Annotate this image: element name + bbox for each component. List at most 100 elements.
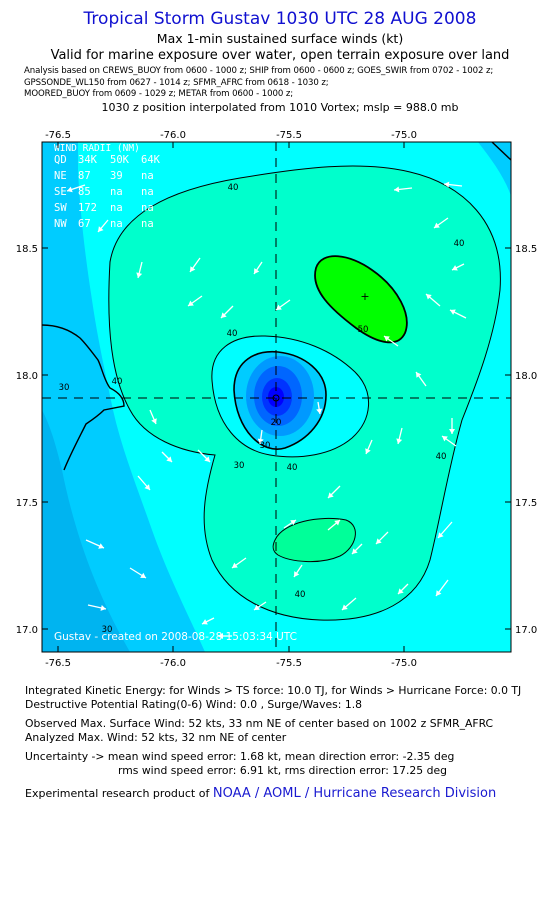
wind-radii-cell: SE bbox=[54, 186, 67, 198]
lat-label-left: 17.5 bbox=[16, 498, 38, 509]
contour-label: 40 bbox=[295, 590, 306, 600]
wind-vector bbox=[375, 531, 389, 545]
wind-vector bbox=[129, 567, 147, 579]
wind-region-weak-ne bbox=[478, 142, 511, 196]
dpr-line: Destructive Potential Rating(0-6) Wind: … bbox=[25, 698, 363, 711]
wind-vector bbox=[351, 543, 363, 555]
coastline bbox=[42, 324, 125, 471]
uncertainty-line-1: Uncertainty -> mean wind speed error: 1.… bbox=[25, 750, 455, 763]
wind-vector bbox=[149, 409, 157, 425]
wind-radii-cell: na bbox=[110, 186, 123, 198]
contour-label: 40 bbox=[228, 183, 239, 193]
contour-label: 20 bbox=[271, 418, 282, 428]
map-subtitle: Max 1-min sustained surface winds (kt) bbox=[156, 31, 404, 46]
wind-radii-cell: na bbox=[141, 170, 154, 182]
map-axes: -76.5 -76.5 -76.0 -76.0 -75.5 -75.5 -75.0 -75.0… bbox=[16, 130, 538, 669]
contour-label: 40 bbox=[454, 239, 465, 249]
lon-label-top: -76.5 bbox=[45, 130, 71, 141]
wind-radii-table: WIND RADII (NM) QD 34K 50K 64K NE 87 39 na SE 85 n… bbox=[54, 143, 161, 230]
wind-radii-column: 50K bbox=[110, 154, 130, 166]
analysis-sources-line-3: MOORED_BUOY from 0609 - 1029 z; METAR fr… bbox=[24, 89, 294, 99]
lat-label-right: 18.0 bbox=[515, 371, 537, 382]
wind-vector bbox=[451, 263, 465, 271]
wind-radii-cell: 67 bbox=[78, 218, 91, 230]
hrd-link[interactable]: NOAA / AOML / Hurricane Research Divisio… bbox=[212, 786, 497, 801]
wind-vector bbox=[316, 401, 323, 415]
wind-radii-cell: 172 bbox=[78, 202, 97, 214]
wind-vector bbox=[187, 295, 203, 307]
wind-radii-cell: NE bbox=[54, 170, 67, 182]
wind-vector bbox=[137, 475, 151, 491]
map-frame bbox=[41, 141, 512, 653]
wind-vector bbox=[393, 186, 413, 193]
contour-label: 50 bbox=[358, 325, 369, 335]
wind-radii-heading: WIND RADII (NM) bbox=[54, 143, 140, 154]
lon-label-top: -76.0 bbox=[160, 130, 186, 141]
coastline-ne bbox=[491, 142, 511, 161]
wind-vector bbox=[437, 521, 453, 539]
wind-vector bbox=[87, 604, 107, 611]
wind-vector bbox=[189, 257, 201, 273]
contour-label: 40 bbox=[436, 452, 447, 462]
creation-credit: Gustav - created on 2008-08-28 15:03:34 … bbox=[54, 631, 297, 643]
contour-label: 30 bbox=[234, 461, 245, 471]
wind-vector bbox=[425, 293, 441, 307]
wind-vector bbox=[383, 335, 399, 347]
wind-vector bbox=[433, 217, 449, 229]
wind-radii-cell: na bbox=[110, 218, 123, 230]
ike-line: Integrated Kinetic Energy: for Winds > T… bbox=[25, 684, 522, 697]
lon-label-bottom: -76.0 bbox=[160, 658, 186, 669]
wind-vector bbox=[443, 181, 463, 188]
wind-vector bbox=[449, 309, 467, 319]
lat-label-right: 17.5 bbox=[515, 498, 537, 509]
wind-radii-column: 34K bbox=[78, 154, 98, 166]
contour-label: 40 bbox=[227, 329, 238, 339]
wind-radii-cell: na bbox=[110, 202, 123, 214]
wind-vector bbox=[327, 485, 341, 499]
wind-radii-column: 64K bbox=[141, 154, 161, 166]
lat-label-right: 18.5 bbox=[515, 244, 537, 255]
wind-vector bbox=[253, 601, 267, 611]
wind-vector bbox=[341, 597, 357, 611]
wind-region-south-pocket bbox=[272, 517, 356, 563]
credit-line: Experimental research product of NOAA / … bbox=[25, 786, 496, 801]
wind-radii-column: QD bbox=[54, 154, 67, 166]
core-ring-0 bbox=[268, 387, 284, 407]
wind-vector bbox=[231, 557, 247, 569]
wind-vector bbox=[197, 449, 211, 463]
wind-vector bbox=[66, 184, 86, 193]
wind-vector bbox=[218, 633, 232, 639]
land-region bbox=[42, 410, 130, 652]
contour-label: 30 bbox=[260, 441, 271, 451]
wind-radii-cell: 85 bbox=[78, 186, 91, 198]
wind-vector bbox=[253, 261, 263, 275]
lat-label-left: 18.0 bbox=[16, 371, 38, 382]
lon-label-bottom: -76.5 bbox=[45, 658, 71, 669]
observed-max-line: Observed Max. Surface Wind: 52 kts, 33 n… bbox=[25, 717, 494, 730]
wind-field: + 40 40 40 40 40 50 30 30 20 40 40 30 30 WIND RADII … bbox=[42, 142, 511, 652]
wind-radii-cell: na bbox=[141, 202, 154, 214]
wind-radii-cell: 87 bbox=[78, 170, 91, 182]
lat-label-right: 17.0 bbox=[515, 625, 537, 636]
lon-label-top: -75.5 bbox=[276, 130, 302, 141]
wind-vector bbox=[275, 299, 291, 311]
wind-radii-cell: na bbox=[141, 186, 154, 198]
contour-label: 30 bbox=[102, 625, 113, 635]
lat-label-left: 17.0 bbox=[16, 625, 38, 636]
wind-vector bbox=[396, 427, 403, 445]
wind-vector bbox=[220, 305, 234, 319]
credit-prefix: Experimental research product of bbox=[25, 787, 213, 800]
contour-labels: 40 40 40 40 40 50 30 30 20 40 40 30 30 bbox=[59, 183, 465, 635]
max-wind-marker: + bbox=[360, 290, 369, 303]
wind-vector bbox=[435, 579, 449, 597]
contour-label: 30 bbox=[59, 383, 70, 393]
position-note: 1030 z position interpolated from 1010 V… bbox=[101, 101, 459, 114]
lon-label-top: -75.0 bbox=[391, 130, 417, 141]
validity-note: Valid for marine exposure over water, op… bbox=[50, 48, 510, 63]
wind-vector bbox=[257, 429, 264, 445]
storm-center-marker bbox=[272, 394, 280, 402]
wind-vector bbox=[85, 539, 105, 549]
lon-label-bottom: -75.5 bbox=[276, 658, 302, 669]
wind-radii-cell: SW bbox=[54, 202, 67, 214]
contour-label: 40 bbox=[112, 377, 123, 387]
